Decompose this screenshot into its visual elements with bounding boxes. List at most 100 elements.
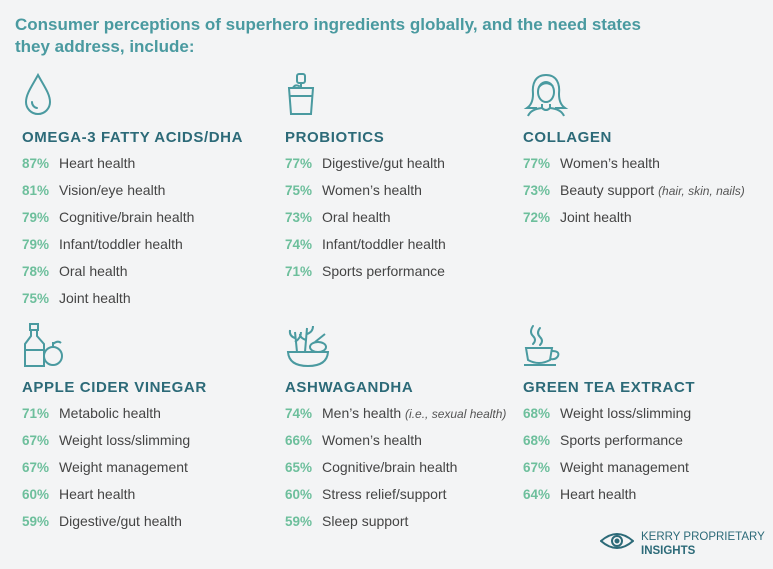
list-item: 75% Joint health	[22, 289, 194, 316]
item-label: Stress relief/support	[322, 486, 447, 502]
section-title: PROBIOTICS	[285, 129, 385, 146]
list-item: 68% Sports performance	[523, 431, 691, 458]
list-item: 72% Joint health	[523, 208, 745, 235]
item-list: 74% Men’s health (i.e., sexual health) 66…	[285, 404, 506, 539]
list-item: 60% Heart health	[22, 485, 190, 512]
list-item: 71% Sports performance	[285, 262, 446, 289]
item-label: Weight loss/slimming	[59, 432, 191, 448]
percent-value: 87%	[22, 156, 50, 171]
percent-value: 75%	[285, 183, 313, 198]
brand-line-2: INSIGHTS	[641, 545, 696, 557]
percent-value: 60%	[22, 487, 50, 502]
item-list: 87% Heart health 81% Vision/eye health 79%…	[22, 154, 194, 316]
percent-value: 68%	[523, 406, 551, 421]
percent-value: 74%	[285, 237, 313, 252]
item-label: Joint health	[560, 209, 632, 225]
item-label: Weight loss/slimming	[560, 405, 692, 421]
eye-icon	[599, 530, 635, 552]
percent-value: 59%	[22, 514, 50, 529]
list-item: 77% Women’s health	[523, 154, 745, 181]
percent-value: 67%	[22, 433, 50, 448]
item-label: Digestive/gut health	[59, 513, 182, 529]
item-label: Sports performance	[322, 263, 445, 279]
list-item: 79% Cognitive/brain health	[22, 208, 194, 235]
tea-cup-icon	[523, 322, 563, 368]
list-item: 73% Beauty support (hair, skin, nails)	[523, 181, 745, 208]
list-item: 74% Men’s health (i.e., sexual health)	[285, 404, 506, 431]
section-title: ASHWAGANDHA	[285, 379, 414, 396]
item-label: Metabolic health	[59, 405, 161, 421]
percent-value: 74%	[285, 406, 313, 421]
list-item: 75% Women’s health	[285, 181, 446, 208]
item-list: 77% Digestive/gut health 75% Women’s healt…	[285, 154, 446, 289]
item-note: (hair, skin, nails)	[658, 184, 745, 198]
percent-value: 73%	[285, 210, 313, 225]
bottle-apple-icon	[22, 322, 66, 368]
percent-value: 71%	[22, 406, 50, 421]
item-list: 71% Metabolic health 67% Weight loss/slimm…	[22, 404, 190, 539]
percent-value: 64%	[523, 487, 551, 502]
item-label: Heart health	[560, 486, 637, 502]
item-label: Digestive/gut health	[322, 155, 445, 171]
list-item: 71% Metabolic health	[22, 404, 190, 431]
percent-value: 81%	[22, 183, 50, 198]
item-label: Joint health	[59, 290, 131, 306]
section-title: OMEGA-3 FATTY ACIDS/DHA	[22, 129, 244, 146]
list-item: 73% Oral health	[285, 208, 446, 235]
list-item: 59% Sleep support	[285, 512, 506, 539]
list-item: 64% Heart health	[523, 485, 691, 512]
item-label: Weight management	[560, 459, 689, 475]
percent-value: 59%	[285, 514, 313, 529]
herb-bowl-icon	[285, 322, 331, 368]
list-item: 77% Digestive/gut health	[285, 154, 446, 181]
list-item: 59% Digestive/gut health	[22, 512, 190, 539]
percent-value: 73%	[523, 183, 551, 198]
percent-value: 72%	[523, 210, 551, 225]
item-label: Infant/toddler health	[322, 236, 446, 252]
item-label: Cognitive/brain health	[59, 209, 195, 225]
yogurt-cup-icon	[285, 72, 317, 118]
section-title: APPLE CIDER VINEGAR	[22, 379, 207, 396]
woman-icon	[523, 72, 569, 118]
item-label: Sports performance	[560, 432, 683, 448]
percent-value: 65%	[285, 460, 313, 475]
percent-value: 68%	[523, 433, 551, 448]
percent-value: 79%	[22, 237, 50, 252]
brand-text: KERRY PROPRIETARY INSIGHTS	[641, 530, 765, 558]
percent-value: 75%	[22, 291, 50, 306]
item-list: 68% Weight loss/slimming 68% Sports perfor…	[523, 404, 691, 512]
percent-value: 77%	[523, 156, 551, 171]
list-item: 65% Cognitive/brain health	[285, 458, 506, 485]
percent-value: 67%	[523, 460, 551, 475]
list-item: 78% Oral health	[22, 262, 194, 289]
list-item: 81% Vision/eye health	[22, 181, 194, 208]
percent-value: 71%	[285, 264, 313, 279]
percent-value: 67%	[22, 460, 50, 475]
section-title: COLLAGEN	[523, 129, 612, 146]
percent-value: 78%	[22, 264, 50, 279]
percent-value: 77%	[285, 156, 313, 171]
list-item: 79% Infant/toddler health	[22, 235, 194, 262]
percent-value: 79%	[22, 210, 50, 225]
item-label: Oral health	[59, 263, 128, 279]
item-label: Heart health	[59, 486, 136, 502]
item-label: Vision/eye health	[59, 182, 166, 198]
item-label: Heart health	[59, 155, 136, 171]
percent-value: 66%	[285, 433, 313, 448]
brand-line-1: KERRY PROPRIETARY	[641, 531, 765, 543]
item-label: Infant/toddler health	[59, 236, 183, 252]
list-item: 66% Women’s health	[285, 431, 506, 458]
list-item: 87% Heart health	[22, 154, 194, 181]
item-label: Oral health	[322, 209, 391, 225]
droplet-icon	[22, 72, 54, 118]
item-label: Sleep support	[322, 513, 409, 529]
item-label: Cognitive/brain health	[322, 459, 458, 475]
item-label: Weight management	[59, 459, 188, 475]
list-item: 74% Infant/toddler health	[285, 235, 446, 262]
item-note: (i.e., sexual health)	[405, 407, 507, 421]
item-label: Women’s health	[322, 432, 422, 448]
list-item: 67% Weight management	[523, 458, 691, 485]
section-title: GREEN TEA EXTRACT	[523, 379, 696, 396]
page-title: Consumer perceptions of superhero ingred…	[15, 15, 641, 56]
item-label: Beauty support	[560, 182, 655, 198]
